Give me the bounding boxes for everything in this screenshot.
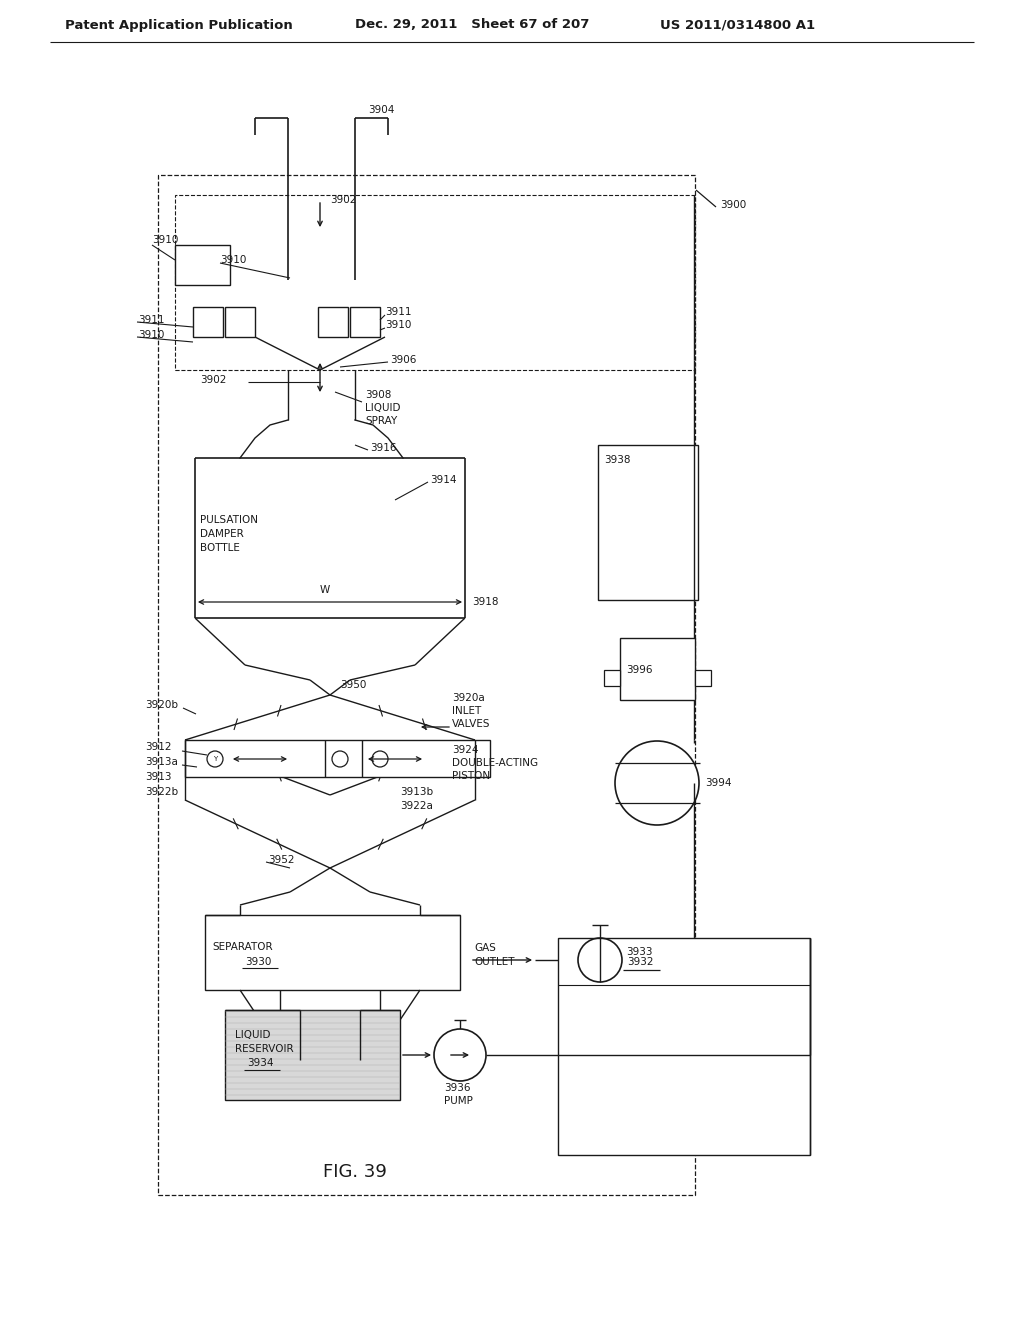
Text: 3911: 3911 — [385, 308, 412, 317]
Text: PULSATION: PULSATION — [200, 515, 258, 525]
Bar — [558, 939, 810, 1155]
Text: 3913b: 3913b — [400, 787, 433, 797]
Circle shape — [434, 1030, 486, 1081]
Text: 3938: 3938 — [604, 455, 631, 465]
Text: DOUBLE-ACTING: DOUBLE-ACTING — [452, 758, 539, 768]
Bar — [620, 638, 695, 700]
Bar — [175, 195, 695, 370]
Text: 3910: 3910 — [385, 319, 412, 330]
Text: 3994: 3994 — [705, 777, 731, 788]
Bar — [175, 246, 230, 285]
Text: 3908: 3908 — [365, 389, 391, 400]
Text: BOTTLE: BOTTLE — [200, 543, 240, 553]
Text: VALVES: VALVES — [452, 719, 490, 729]
Text: SEPARATOR: SEPARATOR — [212, 942, 272, 952]
Text: LIQUID: LIQUID — [234, 1030, 270, 1040]
Text: 3950: 3950 — [340, 680, 367, 690]
Text: 3918: 3918 — [472, 597, 499, 607]
Bar — [225, 308, 255, 337]
Text: 3906: 3906 — [390, 355, 417, 366]
Text: 3920b: 3920b — [145, 700, 178, 710]
Text: 3933: 3933 — [626, 946, 652, 957]
Text: INLET: INLET — [452, 706, 481, 715]
Text: 3910: 3910 — [152, 235, 178, 246]
Bar — [350, 308, 380, 337]
Text: US 2011/0314800 A1: US 2011/0314800 A1 — [660, 18, 815, 32]
Text: W: W — [319, 585, 330, 595]
Text: SPRAY: SPRAY — [365, 416, 397, 426]
Text: PUMP: PUMP — [444, 1096, 473, 1106]
Bar — [185, 741, 490, 777]
Bar — [193, 308, 223, 337]
Text: 3910: 3910 — [138, 330, 165, 341]
Text: 3934: 3934 — [247, 1059, 273, 1068]
Text: DAMPER: DAMPER — [200, 529, 244, 539]
Text: 3922a: 3922a — [400, 801, 433, 810]
Text: 3924: 3924 — [452, 744, 478, 755]
Text: 3910: 3910 — [220, 255, 247, 265]
Text: LIQUID: LIQUID — [365, 403, 400, 413]
Text: 3912: 3912 — [145, 742, 171, 752]
Text: 3900: 3900 — [720, 201, 746, 210]
Text: FIG. 39: FIG. 39 — [323, 1163, 387, 1181]
Bar — [598, 445, 698, 601]
Text: 3932: 3932 — [627, 957, 653, 968]
Text: 3913a: 3913a — [145, 756, 178, 767]
Text: 3936: 3936 — [444, 1082, 470, 1093]
Text: OUTLET: OUTLET — [474, 957, 514, 968]
Text: 3902: 3902 — [330, 195, 356, 205]
Text: 3922b: 3922b — [145, 787, 178, 797]
Bar — [225, 1010, 400, 1100]
Text: Patent Application Publication: Patent Application Publication — [65, 18, 293, 32]
Text: 3920a: 3920a — [452, 693, 484, 704]
Bar — [604, 671, 620, 686]
Text: 3904: 3904 — [368, 106, 394, 115]
Text: RESERVOIR: RESERVOIR — [234, 1044, 294, 1053]
Bar — [158, 176, 695, 1195]
Text: 3914: 3914 — [430, 475, 457, 484]
Text: 3952: 3952 — [268, 855, 295, 865]
Bar — [205, 915, 460, 990]
Text: GAS: GAS — [474, 942, 496, 953]
Bar — [318, 308, 348, 337]
Text: Y: Y — [213, 756, 217, 762]
Text: 3996: 3996 — [626, 665, 652, 675]
Text: Dec. 29, 2011   Sheet 67 of 207: Dec. 29, 2011 Sheet 67 of 207 — [355, 18, 590, 32]
Text: 3916: 3916 — [370, 444, 396, 453]
Bar — [695, 671, 711, 686]
Text: 3930: 3930 — [245, 957, 271, 968]
Text: PISTON: PISTON — [452, 771, 490, 781]
Text: 3913: 3913 — [145, 772, 171, 781]
Text: 3902: 3902 — [200, 375, 226, 385]
Circle shape — [615, 741, 699, 825]
Text: 3911: 3911 — [138, 315, 165, 325]
